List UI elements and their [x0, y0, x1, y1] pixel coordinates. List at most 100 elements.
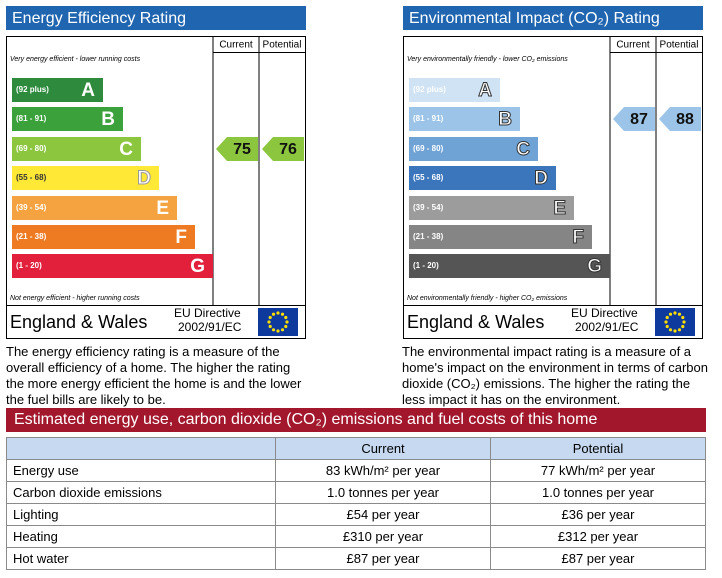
band-range: (81 - 91) [413, 114, 444, 123]
label-cell: Carbon dioxide emissions [6, 481, 276, 504]
eu-star [682, 320, 686, 324]
directive: 2002/91/EC [178, 320, 242, 334]
eu-star [664, 320, 668, 324]
rating-arrow [216, 137, 258, 161]
note: Not energy efficient - higher running co… [10, 295, 140, 302]
eu-star [268, 315, 272, 320]
band-letter: E [553, 198, 566, 219]
note: Very environmentally friendly - lower CO… [407, 56, 568, 63]
eu-star [271, 312, 276, 316]
band-letter: D [534, 168, 548, 189]
rating-band [12, 78, 103, 102]
eu-star [673, 329, 677, 333]
band-range: (69 - 80) [16, 144, 47, 153]
eu-star [285, 320, 289, 324]
eu-star [665, 315, 669, 320]
frame [6, 36, 306, 339]
eu-star [280, 328, 285, 332]
rating-band [409, 137, 538, 161]
value-cell: £36 per year [490, 503, 706, 526]
rating-band [12, 225, 195, 249]
eu-star [271, 328, 276, 332]
eu-star [677, 328, 682, 332]
band-range: (55 - 68) [413, 173, 444, 182]
environmental-impact-panel: Environmental Impact (CO₂) Rating Current… [403, 6, 703, 339]
rating-band [12, 196, 177, 220]
header-row: Current Potential [6, 437, 706, 460]
rating-band [409, 166, 556, 190]
description: The energy efficiency rating is a measur… [6, 344, 302, 407]
value-cell: £310 per year [275, 525, 491, 548]
description: The environmental impact rating is a mea… [402, 344, 708, 407]
eu-star [665, 324, 669, 329]
rating-band [409, 225, 592, 249]
band-letter: C [516, 139, 530, 160]
header-cell: Potential [490, 437, 706, 460]
rating-arrow [659, 107, 701, 131]
rating-band [409, 196, 574, 220]
header-cell [6, 437, 276, 460]
band-letter: F [175, 227, 187, 248]
band-range: (21 - 38) [16, 232, 47, 241]
eu-star [668, 328, 673, 332]
directive: EU Directive [571, 306, 638, 320]
rating-value: 76 [279, 141, 297, 158]
band-range: (21 - 38) [413, 232, 444, 241]
label-cell: Hot water [6, 547, 276, 570]
column-header: Current [616, 40, 650, 51]
note: Very energy efficient - lower running co… [10, 56, 141, 63]
value-cell: 1.0 tonnes per year [275, 481, 491, 504]
rating-value: 88 [676, 111, 694, 128]
eu-star [681, 315, 685, 320]
table-row: Heating £310 per year £312 per year [6, 525, 706, 548]
rating-band [12, 107, 123, 131]
eu-star [268, 324, 272, 329]
eu-star [284, 315, 288, 320]
directive: 2002/91/EC [575, 320, 639, 334]
label-cell: Lighting [6, 503, 276, 526]
band-letter: G [587, 256, 602, 277]
eu-star [267, 320, 271, 324]
band-range: (92 plus) [413, 85, 446, 94]
rating-band [409, 78, 500, 102]
band-range: (39 - 54) [413, 203, 444, 212]
rating-band [12, 137, 141, 161]
table-row: Energy use 83 kWh/m² per year 77 kWh/m² pe… [6, 459, 706, 482]
column-header: Current [219, 40, 253, 51]
eu-star [677, 312, 682, 316]
eu-star [276, 329, 280, 333]
band-range: (69 - 80) [413, 144, 444, 153]
note: Not environmentally friendly - higher CO… [407, 295, 568, 302]
region: England & Wales [407, 312, 544, 332]
table-row: Lighting £54 per year £36 per year [6, 503, 706, 526]
value-cell: £312 per year [490, 525, 706, 548]
band-letter: D [137, 168, 151, 189]
eu-star [280, 312, 285, 316]
energy-efficiency-panel: Energy Efficiency Rating Current Potential… [6, 6, 306, 339]
eu-star [284, 324, 288, 329]
rating-arrow [262, 137, 304, 161]
column-header: Potential [263, 40, 302, 51]
header-bar [403, 6, 703, 30]
value-cell: £54 per year [275, 503, 491, 526]
label-cell: Energy use [6, 459, 276, 482]
rating-band [409, 254, 610, 278]
rating-arrow [613, 107, 655, 131]
eu-star [681, 324, 685, 329]
band-letter: E [156, 198, 169, 219]
value-cell: 1.0 tonnes per year [490, 481, 706, 504]
value-cell: 77 kWh/m² per year [490, 459, 706, 482]
eu-star [668, 312, 673, 316]
band-range: (39 - 54) [16, 203, 47, 212]
rating-band [409, 107, 520, 131]
band-letter: B [498, 109, 512, 130]
column-header: Potential [660, 40, 699, 51]
panel-title: Energy Efficiency Rating [12, 10, 186, 27]
frame [403, 36, 703, 339]
value-cell: £87 per year [275, 547, 491, 570]
panel-title: Environmental Impact (CO₂) Rating [409, 10, 660, 27]
value-cell: £87 per year [490, 547, 706, 570]
table-row: Carbon dioxide emissions 1.0 tonnes per y… [6, 481, 706, 504]
band-range: (81 - 91) [16, 114, 47, 123]
band-letter: B [101, 109, 115, 130]
